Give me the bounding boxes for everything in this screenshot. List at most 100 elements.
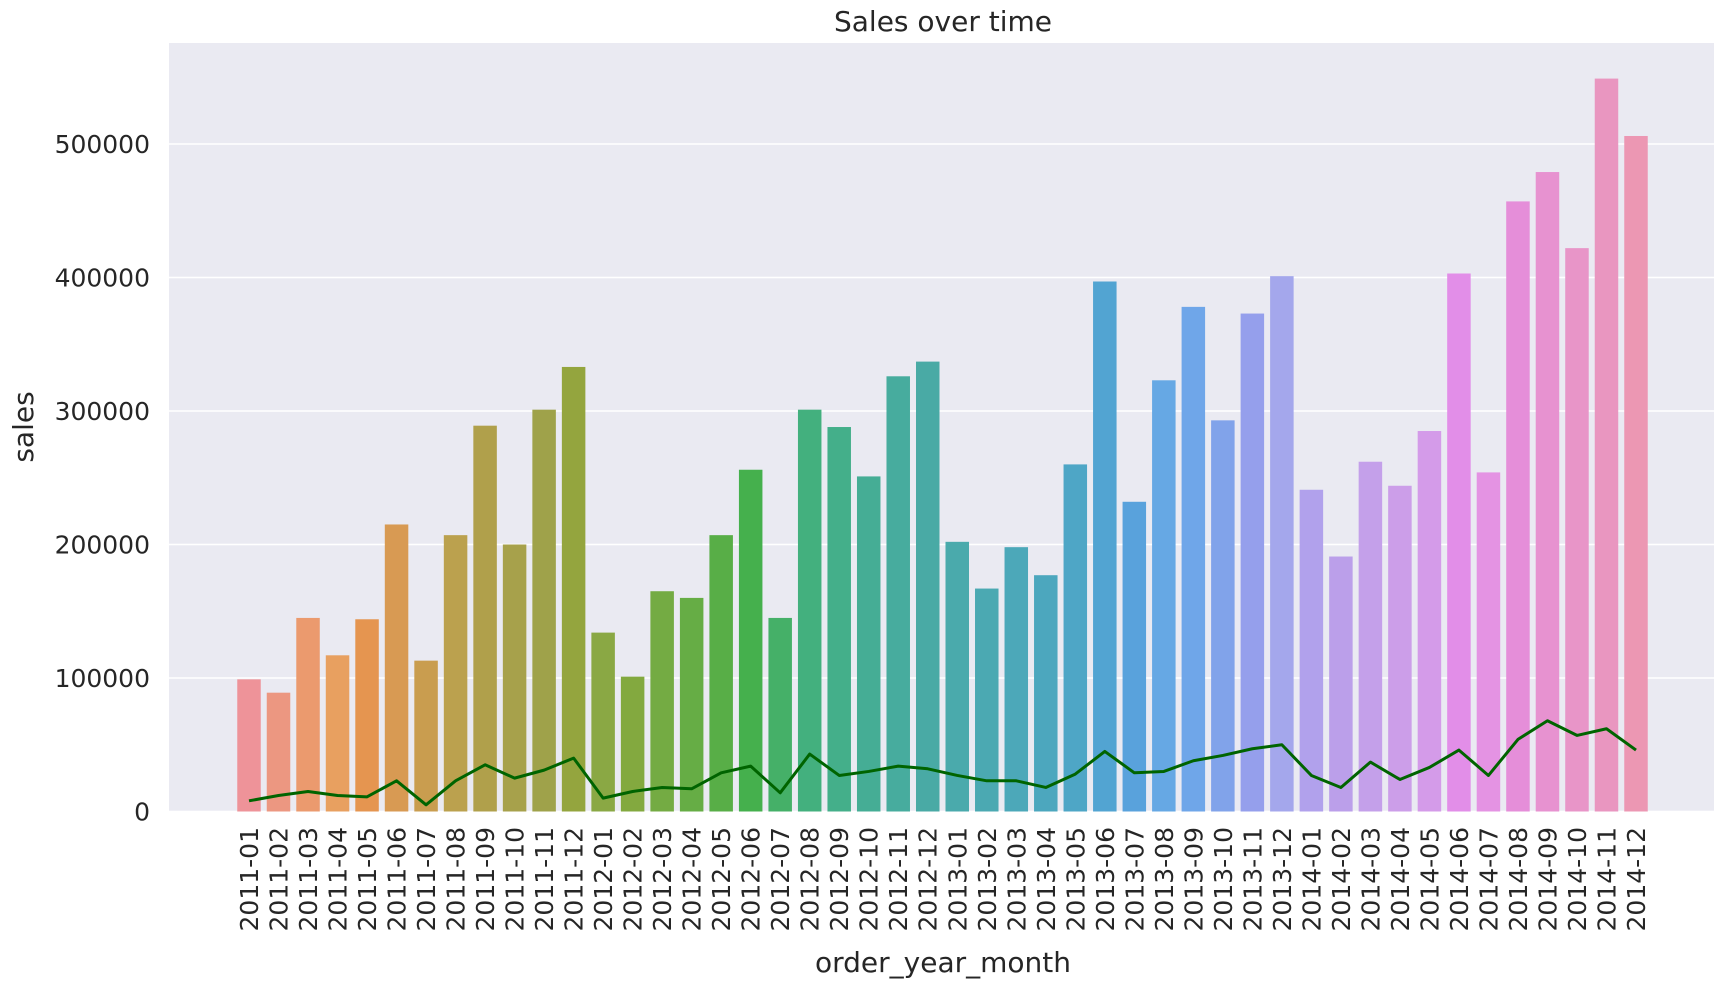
x-tick-label: 2012-11 [884, 827, 913, 931]
x-tick-label: 2014-03 [1356, 827, 1385, 931]
y-axis-label: sales [7, 391, 40, 462]
bar-2014-06 [1447, 273, 1471, 812]
bar-2012-03 [650, 591, 674, 812]
y-tick-label: 400000 [55, 264, 150, 293]
x-tick-label: 2012-05 [707, 827, 736, 931]
bar-2013-07 [1122, 501, 1147, 812]
bar-2011-12 [561, 366, 586, 812]
x-tick-label: 2011-04 [324, 827, 353, 931]
bar-2012-08 [797, 409, 822, 812]
bar-2012-11 [886, 376, 910, 812]
bar-2014-12 [1624, 135, 1648, 812]
bar-2012-12 [915, 361, 940, 812]
chart-title: Sales over time [834, 5, 1052, 38]
bar-2014-02 [1329, 556, 1353, 812]
bar-2013-10 [1211, 420, 1235, 812]
x-tick-label: 2012-08 [796, 827, 825, 931]
x-tick-label: 2014-01 [1297, 827, 1326, 931]
x-tick-label: 2011-05 [353, 827, 382, 931]
x-tick-label: 2014-06 [1445, 827, 1474, 931]
bar-2011-11 [532, 409, 556, 812]
y-tick-label: 0 [134, 798, 150, 827]
x-tick-label: 2014-02 [1327, 827, 1356, 931]
bar-2014-05 [1417, 431, 1442, 812]
x-tick-label: 2013-09 [1179, 827, 1208, 931]
bar-2014-11 [1594, 78, 1619, 812]
x-axis-label: order_year_month [815, 946, 1071, 979]
bar-2011-06 [384, 524, 409, 812]
bar-2012-07 [768, 617, 792, 812]
x-tick-label: 2014-12 [1622, 827, 1651, 931]
x-tick-label: 2012-12 [914, 827, 943, 931]
bar-2014-01 [1299, 489, 1324, 812]
bar-2013-11 [1240, 313, 1265, 812]
bar-2012-02 [620, 676, 645, 812]
bar-series [237, 78, 1648, 812]
bar-2013-12 [1270, 276, 1294, 812]
x-tick-label: 2011-08 [442, 827, 471, 931]
x-tick-label: 2011-02 [265, 827, 294, 931]
x-tick-label: 2012-03 [648, 827, 677, 931]
bar-2014-09 [1535, 172, 1560, 812]
bar-2012-09 [827, 427, 851, 812]
x-tick-label: 2013-06 [1091, 827, 1120, 931]
y-tick-label: 500000 [55, 130, 150, 159]
x-tick-label: 2011-10 [501, 827, 530, 931]
bar-2011-07 [414, 660, 438, 812]
x-tick-label: 2011-06 [383, 827, 412, 931]
x-tick-label: 2012-07 [766, 827, 795, 931]
x-tick-label: 2013-08 [1150, 827, 1179, 931]
bar-2011-10 [502, 544, 527, 812]
x-tick-label: 2011-07 [412, 827, 441, 931]
bar-2013-01 [945, 541, 970, 812]
x-tick-label: 2012-02 [619, 827, 648, 931]
bar-2014-08 [1506, 201, 1530, 812]
x-tick-label: 2014-07 [1474, 827, 1503, 931]
x-tick-label: 2013-04 [1032, 827, 1061, 931]
bar-2011-03 [296, 617, 320, 812]
x-tick-label: 2011-12 [560, 827, 589, 931]
y-tick-labels: 0 100000 200000 300000 400000 500000 [55, 130, 150, 827]
bar-2013-06 [1093, 281, 1117, 812]
bar-2014-10 [1565, 248, 1589, 812]
bar-2013-09 [1181, 306, 1206, 812]
bar-2013-08 [1152, 380, 1176, 812]
x-tick-label: 2013-11 [1238, 827, 1267, 931]
x-tick-label: 2011-11 [530, 827, 559, 931]
bar-2013-05 [1063, 464, 1088, 812]
bar-2011-08 [443, 535, 468, 812]
x-tick-label: 2011-09 [471, 827, 500, 931]
x-tick-label: 2013-05 [1061, 827, 1090, 931]
bar-2014-04 [1388, 485, 1412, 812]
x-tick-label: 2012-01 [589, 827, 618, 931]
x-tick-label: 2013-02 [973, 827, 1002, 931]
y-tick-label: 300000 [55, 397, 150, 426]
x-tick-label: 2012-04 [678, 827, 707, 931]
bar-2012-01 [591, 632, 615, 812]
x-tick-label: 2014-05 [1415, 827, 1444, 931]
bar-2014-07 [1476, 472, 1501, 812]
x-tick-label: 2013-03 [1002, 827, 1031, 931]
x-tick-labels: 2011-01 2011-02 2011-03 2011-04 2011-05 2011-… [235, 827, 1651, 931]
bar-2012-04 [679, 597, 704, 812]
x-tick-label: 2013-07 [1120, 827, 1149, 931]
x-tick-label: 2014-08 [1504, 827, 1533, 931]
bar-2011-05 [355, 619, 379, 812]
bar-2013-04 [1034, 575, 1058, 812]
bar-2011-04 [325, 655, 350, 812]
bar-2013-03 [1004, 547, 1029, 812]
bar-2014-03 [1358, 461, 1383, 812]
y-tick-label: 200000 [55, 531, 150, 560]
x-tick-label: 2014-09 [1533, 827, 1562, 931]
x-tick-label: 2011-01 [235, 827, 264, 931]
bar-2012-06 [738, 469, 763, 812]
sales-line-series [248, 719, 1637, 807]
bar-2011-01 [237, 679, 261, 812]
x-tick-label: 2013-12 [1268, 827, 1297, 931]
bar-2012-10 [856, 476, 881, 812]
x-tick-label: 2014-04 [1386, 827, 1415, 931]
x-tick-label: 2011-03 [294, 827, 323, 931]
bar-2013-02 [975, 588, 999, 812]
x-tick-label: 2013-10 [1209, 827, 1238, 931]
